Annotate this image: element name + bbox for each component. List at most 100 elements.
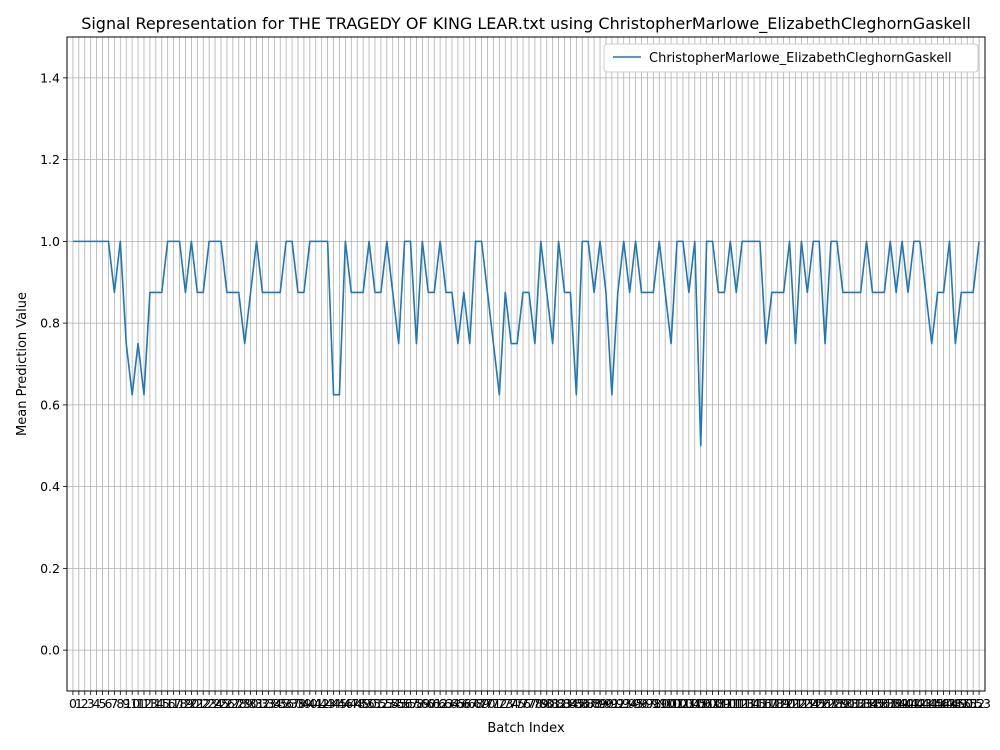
x-tick-label: 94: [622, 696, 638, 711]
x-tick-label: 39: [296, 696, 312, 711]
x-tick-label: 23: [201, 696, 217, 711]
x-tick-label: 70: [480, 696, 496, 711]
x-tick-label: 123: [789, 696, 813, 711]
x-tick-label: 15: [154, 696, 170, 711]
x-tick-label: 99: [651, 696, 667, 711]
x-tick-label: 46: [337, 696, 353, 711]
series-line: [72, 240, 980, 447]
x-tick-label: 47: [343, 696, 359, 711]
x-tick-label: 118: [760, 696, 784, 711]
x-tick-label: 127: [813, 696, 837, 711]
x-tick-label: 36: [278, 696, 294, 711]
x-tick-label: 111: [718, 696, 742, 711]
x-tick-label: 119: [766, 696, 790, 711]
x-tick-label: 31: [249, 696, 265, 711]
y-tick-label: 1.2: [40, 152, 60, 167]
x-tick-label: 64: [444, 696, 460, 711]
x-tick-label: 18: [172, 696, 188, 711]
x-tick-label: 56: [397, 696, 413, 711]
x-tick-label: 78: [527, 696, 543, 711]
x-tick-label: 90: [598, 696, 614, 711]
x-tick-label: 87: [580, 696, 596, 711]
legend-label: ChristopherMarlowe_ElizabethCleghornGask…: [649, 51, 952, 66]
x-tick-label: 120: [772, 696, 796, 711]
x-tick-label: 137: [872, 696, 896, 711]
x-tick-label: 103: [671, 696, 695, 711]
x-tick-label: 135: [861, 696, 885, 711]
x-tick-label: 115: [742, 696, 766, 711]
x-tick-label: 54: [385, 696, 401, 711]
x-tick-label: 124: [795, 696, 819, 711]
x-tick-label: 61: [426, 696, 442, 711]
x-tick-label: 93: [616, 696, 632, 711]
y-tick-label: 0.6: [40, 397, 60, 412]
x-tick-label: 136: [866, 696, 890, 711]
x-tick-label: 130: [831, 696, 855, 711]
x-tick-label: 21: [189, 696, 205, 711]
x-tick-label: 12: [136, 696, 152, 711]
x-tick-label: 1: [75, 696, 83, 711]
x-tick-label: 75: [509, 696, 525, 711]
x-tick-label: 147: [932, 696, 956, 711]
x-tick-label: 145: [920, 696, 944, 711]
x-tick-label: 67: [462, 696, 478, 711]
x-tick-label: 58: [408, 696, 424, 711]
x-tick-label: 110: [712, 696, 736, 711]
y-tick-label: 0.2: [40, 561, 60, 576]
x-tick-label: 74: [503, 696, 519, 711]
x-tick-label: 80: [539, 696, 555, 711]
x-tick-label: 3: [87, 696, 95, 711]
y-tick-label: 1.4: [40, 70, 60, 85]
x-tick-label: 34: [266, 696, 282, 711]
y-tick-label: 0.0: [40, 643, 60, 658]
x-tick-label: 100: [653, 696, 677, 711]
x-tick-label: 60: [420, 696, 436, 711]
x-tick-label: 138: [878, 696, 902, 711]
x-tick-label: 24: [207, 696, 223, 711]
x-tick-label: 4: [93, 696, 101, 711]
x-tick-label: 9: [122, 696, 130, 711]
x-tick-label: 126: [807, 696, 831, 711]
x-tick-label: 6: [104, 696, 112, 711]
x-tick-label: 38: [290, 696, 306, 711]
x-tick-label: 37: [284, 696, 300, 711]
x-tick-label: 50: [361, 696, 377, 711]
x-tick-label: 105: [683, 696, 707, 711]
y-axis-ticks: 0.0 0.2 0.4 0.6 0.8 1.0 1.2 1.4: [40, 70, 67, 658]
x-tick-label: 68: [468, 696, 484, 711]
x-tick-label: 144: [914, 696, 938, 711]
x-tick-label: 101: [659, 696, 683, 711]
x-tick-label: 139: [884, 696, 908, 711]
x-tick-label: 29: [237, 696, 253, 711]
x-tick-label: 2: [81, 696, 89, 711]
y-tick-label: 0.4: [40, 479, 60, 494]
x-tick-label: 95: [628, 696, 644, 711]
x-tick-label: 25: [213, 696, 229, 711]
x-tick-label: 131: [837, 696, 861, 711]
x-tick-label: 86: [574, 696, 590, 711]
x-tick-label: 66: [456, 696, 472, 711]
x-tick-label: 51: [367, 696, 383, 711]
x-tick-label: 48: [349, 696, 365, 711]
x-tick-label: 141: [896, 696, 920, 711]
x-tick-label: 44: [326, 696, 342, 711]
x-tick-label: 8: [116, 696, 124, 711]
x-tick-label: 84: [562, 696, 578, 711]
x-tick-label: 132: [843, 696, 867, 711]
x-tick-label: 32: [254, 696, 270, 711]
x-tick-label: 82: [551, 696, 567, 711]
x-tick-label: 40: [302, 696, 318, 711]
x-tick-label: 143: [908, 696, 932, 711]
x-tick-label: 33: [260, 696, 276, 711]
x-tick-label: 16: [160, 696, 176, 711]
x-tick-label: 97: [639, 696, 655, 711]
x-tick-label: 52: [373, 696, 389, 711]
x-tick-label: 142: [902, 696, 926, 711]
x-tick-label: 140: [890, 696, 914, 711]
x-tick-label: 7: [110, 696, 118, 711]
x-tick-label: 41: [308, 696, 324, 711]
legend-box: [603, 43, 979, 73]
x-tick-label: 0: [69, 696, 77, 711]
x-tick-label: 30: [243, 696, 259, 711]
